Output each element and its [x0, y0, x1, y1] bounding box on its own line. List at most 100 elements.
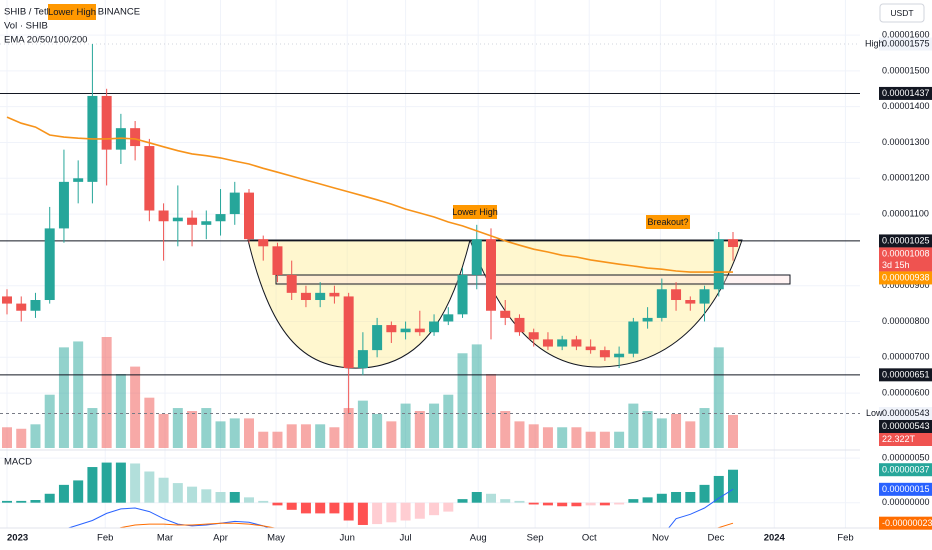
- macd-histogram-bar: [372, 502, 383, 525]
- annotation-label: Breakout?: [647, 217, 688, 227]
- candle-body: [457, 274, 468, 315]
- macd-histogram-bar: [471, 491, 482, 503]
- title-badge: Lower High: [48, 7, 96, 18]
- candle-body: [414, 328, 425, 333]
- macd-histogram-bar: [300, 502, 311, 514]
- candle-body: [244, 192, 254, 240]
- macd-histogram-bar: [172, 483, 183, 503]
- y-tick-label: 0.00001600: [882, 29, 930, 39]
- countdown: 3d 15h: [882, 260, 910, 270]
- candle-body: [728, 239, 738, 248]
- last-price-badge-box: [879, 247, 932, 272]
- volume-bar: [614, 431, 625, 448]
- volume-bar: [386, 421, 397, 448]
- volume-bar: [699, 408, 710, 448]
- candle-body: [272, 246, 283, 275]
- candle-body: [699, 289, 710, 304]
- candle-body: [528, 332, 539, 340]
- candle-body: [172, 217, 183, 222]
- macd-histogram-bar: [486, 493, 496, 503]
- volume-bar: [728, 414, 738, 448]
- candle-body: [73, 178, 84, 182]
- volume-bar: [244, 418, 254, 448]
- macd-histogram-bar: [130, 463, 141, 503]
- volume-bar: [101, 337, 112, 448]
- candle-body: [671, 289, 682, 301]
- level-badge: 0.00000651: [882, 370, 930, 380]
- signal-badge: -0.00000023: [882, 518, 932, 528]
- volume-bar: [628, 403, 639, 448]
- macd-histogram-bar: [400, 502, 411, 521]
- y-tick-label: 0.00000600: [882, 387, 930, 397]
- volume-bar: [229, 418, 240, 448]
- macd-histogram-bar: [58, 484, 69, 503]
- volume-bar: [471, 344, 482, 448]
- candle-body: [357, 350, 368, 369]
- candle-body: [599, 350, 610, 358]
- candle-body: [130, 128, 141, 147]
- volume-bar: [372, 413, 383, 448]
- last-price-badge: 0.00001008: [882, 249, 930, 259]
- volume-bar: [357, 400, 368, 448]
- volume-bar: [486, 374, 496, 448]
- candle-body: [514, 317, 525, 333]
- low-badge-box: [879, 406, 932, 420]
- macd-histogram-bar: [115, 462, 126, 503]
- macd-histogram-bar: [728, 469, 738, 503]
- macd-layer: [2, 462, 738, 528]
- volume-bar: [429, 403, 440, 448]
- macd-histogram-bar: [357, 502, 368, 525]
- histogram-badge: 0.00000037: [882, 464, 930, 474]
- candle-body: [656, 289, 667, 318]
- volume-bar: [642, 411, 653, 448]
- macd-histogram-bar: [187, 486, 198, 503]
- level-badge-box: [879, 419, 932, 433]
- volume-bar: [44, 394, 55, 448]
- candle-body: [571, 339, 582, 347]
- macd-histogram-bar: [229, 491, 240, 503]
- candle-body: [713, 239, 724, 290]
- volume-bar: [286, 424, 297, 448]
- x-tick-label: Nov: [652, 533, 669, 544]
- macd-histogram-bar: [671, 491, 682, 503]
- volume-bar: [457, 353, 468, 448]
- price-layer: [2, 44, 738, 414]
- volume-bar: [30, 424, 41, 448]
- x-tick-label: Dec: [707, 533, 724, 544]
- candle-body: [429, 321, 440, 333]
- candle-body: [215, 214, 226, 222]
- volume-bar: [315, 424, 326, 448]
- y-tick-label: 0.00001200: [882, 173, 930, 183]
- macd-tick-label: 0.00000050: [882, 453, 930, 463]
- volume-bar: [443, 394, 454, 448]
- signal-line: [117, 522, 734, 528]
- candle-body: [44, 228, 55, 301]
- candle-body: [101, 95, 112, 150]
- currency-box[interactable]: [879, 3, 925, 23]
- macd-histogram-bar: [286, 502, 297, 510]
- volume-bar: [400, 403, 411, 448]
- macd-histogram-bar: [713, 475, 724, 503]
- candle-body: [372, 325, 383, 351]
- macd-histogram-bar: [215, 491, 226, 503]
- volume-bar: [514, 421, 525, 448]
- volume-bar: [329, 427, 340, 448]
- macd-histogram-bar: [656, 493, 667, 503]
- annotation-box: [646, 215, 690, 229]
- candle-body: [30, 300, 41, 311]
- macd-histogram-bar: [514, 500, 525, 503]
- volume-bar: [528, 424, 539, 448]
- volume-badge-box: [879, 432, 932, 446]
- x-tick-label: Jun: [340, 533, 355, 544]
- macd-histogram-bar: [272, 502, 283, 506]
- volume-bar: [187, 411, 198, 448]
- volume-bar: [656, 418, 667, 448]
- breakout-zone: [275, 274, 791, 285]
- currency-label[interactable]: USDT: [890, 8, 913, 18]
- macd-histogram-bar: [542, 502, 553, 506]
- macd-histogram-bar: [699, 484, 710, 503]
- low-badge: 0.00000543: [882, 408, 930, 418]
- candle-body: [443, 314, 454, 322]
